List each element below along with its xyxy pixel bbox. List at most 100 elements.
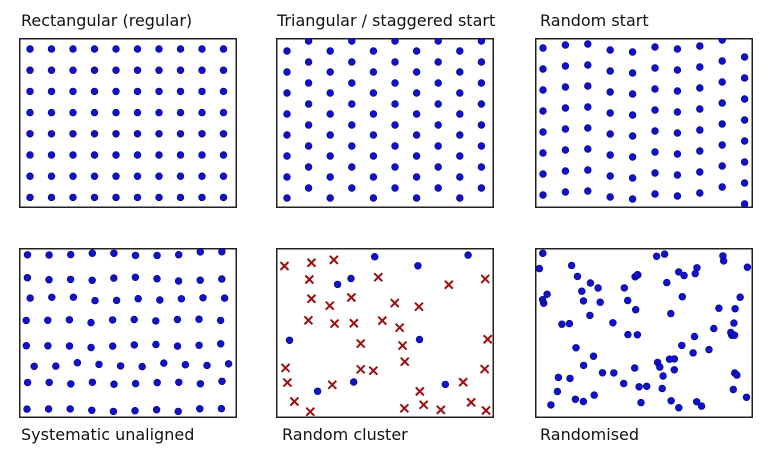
dot-icon	[710, 324, 718, 333]
dot-icon	[579, 361, 588, 370]
dot-icon	[196, 248, 205, 256]
dot-icon	[348, 163, 356, 171]
dot-icon	[23, 274, 32, 282]
dot-icon	[584, 61, 592, 69]
dot-icon	[195, 341, 203, 350]
dot-icon	[412, 194, 421, 202]
dot-icon	[88, 276, 96, 284]
dot-icon	[198, 66, 206, 74]
dot-icon	[152, 340, 160, 349]
dot-icon	[680, 271, 688, 280]
dot-icon	[47, 87, 56, 96]
pattern-randomised	[535, 248, 753, 418]
dot-icon	[696, 63, 704, 71]
dot-icon	[628, 174, 637, 182]
dot-icon	[196, 405, 204, 413]
dot-icon	[87, 318, 95, 327]
cross-icon	[397, 340, 408, 351]
dot-icon	[539, 170, 547, 178]
dot-icon	[477, 58, 486, 66]
dot-icon	[349, 378, 358, 386]
dot-icon	[539, 107, 547, 115]
dot-icon	[219, 130, 228, 138]
dot-icon	[412, 131, 421, 139]
cross-icon	[325, 300, 335, 311]
dot-icon	[133, 130, 142, 138]
dot-icon	[578, 287, 586, 295]
dot-icon	[69, 66, 77, 74]
panel-random-cluster	[276, 248, 494, 418]
dot-icon	[412, 47, 421, 55]
cross-icon	[306, 294, 317, 304]
dot-icon	[667, 397, 675, 405]
dot-icon	[112, 193, 120, 202]
cross-icon	[400, 356, 410, 367]
dot-icon	[675, 268, 683, 276]
dot-icon	[477, 163, 486, 171]
dot-icon	[90, 193, 99, 202]
dot-icon	[633, 331, 642, 339]
dot-icon	[623, 296, 632, 305]
dot-icon	[606, 88, 614, 96]
dot-icon	[543, 290, 551, 298]
dot-icon	[743, 263, 752, 271]
cross-icon	[444, 280, 454, 290]
caption-random-cluster: Random cluster	[282, 425, 408, 444]
dot-icon	[198, 108, 206, 117]
dot-icon	[283, 68, 291, 76]
dot-icon	[579, 297, 588, 305]
dot-icon	[590, 391, 598, 399]
panel-frame	[276, 38, 494, 208]
dot-icon	[718, 183, 726, 191]
dot-icon	[573, 272, 582, 281]
dot-icon	[658, 384, 666, 393]
cross-icon	[466, 397, 476, 408]
dot-icon	[69, 87, 77, 96]
dot-icon	[181, 360, 190, 369]
dot-icon	[304, 121, 313, 129]
dot-icon	[348, 121, 356, 129]
dot-icon	[90, 66, 99, 74]
dot-icon	[153, 378, 161, 387]
dot-icon	[584, 166, 592, 174]
dot-icon	[199, 294, 207, 302]
dot-icon	[326, 68, 334, 76]
dot-icon	[177, 295, 186, 303]
dot-icon	[44, 405, 53, 413]
dot-icon	[47, 45, 56, 53]
cross-icon	[394, 323, 405, 333]
dot-icon	[414, 262, 422, 270]
dot-icon	[561, 62, 570, 70]
dot-icon	[630, 364, 639, 372]
dot-icon	[313, 387, 322, 396]
dot-icon	[44, 316, 52, 325]
dot-icon	[690, 332, 699, 341]
dot-icon	[477, 184, 486, 192]
dot-icon	[108, 342, 117, 350]
dot-icon	[718, 120, 726, 128]
dot-icon	[539, 249, 547, 258]
dot-icon	[26, 130, 34, 138]
dot-icon	[23, 251, 32, 259]
dot-icon	[663, 278, 671, 287]
dot-icon	[152, 406, 161, 414]
dot-icon	[412, 68, 421, 76]
dot-icon	[696, 168, 704, 176]
dot-icon	[391, 121, 399, 129]
dot-icon	[456, 89, 464, 97]
dot-icon	[155, 45, 163, 53]
dot-icon	[283, 47, 291, 55]
dot-icon	[133, 108, 142, 117]
dot-icon	[133, 193, 142, 202]
dot-icon	[347, 274, 355, 283]
dot-icon	[66, 275, 75, 284]
dot-icon	[740, 158, 749, 166]
dot-icon	[628, 132, 637, 140]
cross-icon	[305, 407, 316, 417]
dot-icon	[651, 148, 659, 156]
dot-icon	[217, 340, 225, 348]
dot-icon	[391, 163, 399, 171]
dot-icon	[155, 151, 163, 159]
dot-icon	[220, 294, 229, 302]
dot-icon	[651, 85, 659, 93]
